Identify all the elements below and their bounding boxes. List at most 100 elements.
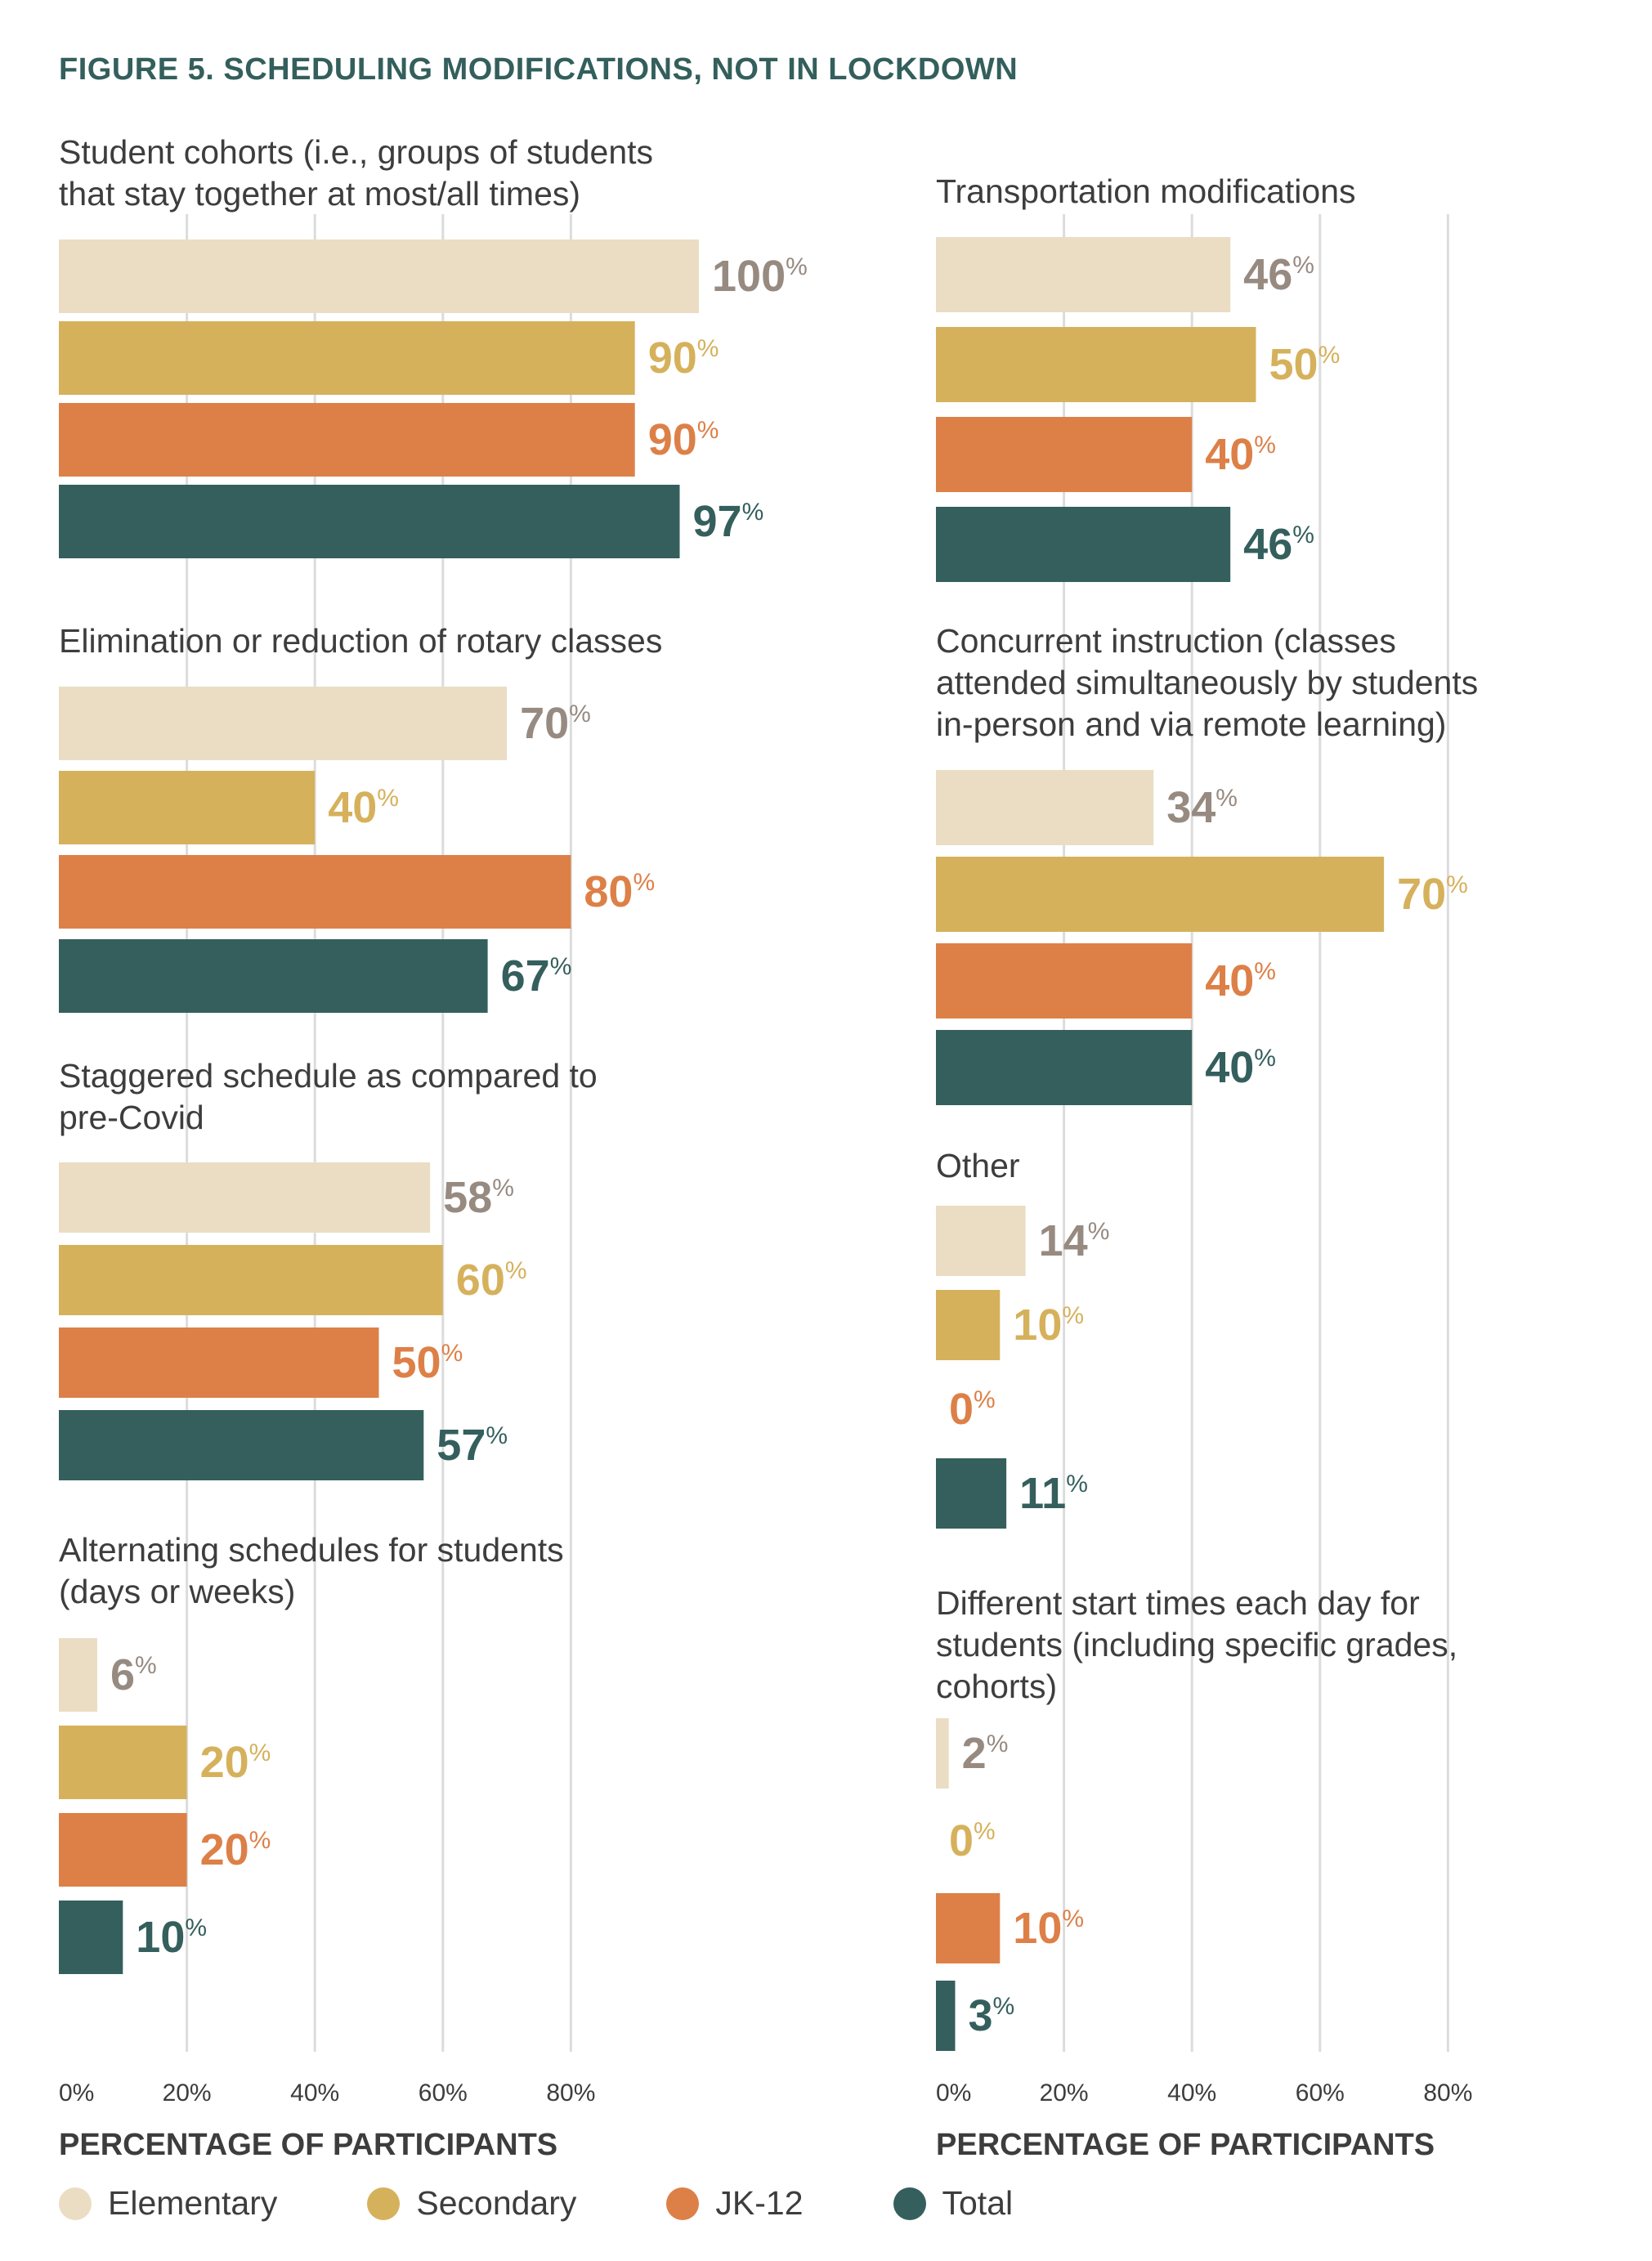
bar-total bbox=[59, 1410, 424, 1480]
data-label: 6% bbox=[110, 1650, 157, 1699]
bar-secondary bbox=[59, 1245, 443, 1315]
bar-secondary bbox=[59, 321, 635, 395]
data-label: 0% bbox=[949, 1385, 996, 1434]
bar-elementary bbox=[936, 1206, 1026, 1276]
category-label: in-person and via remote learning) bbox=[936, 705, 1446, 743]
bar-total bbox=[59, 1901, 123, 1974]
x-axis-title: PERCENTAGE OF PARTICIPANTS bbox=[59, 2128, 557, 2162]
bar-jk12 bbox=[936, 417, 1193, 492]
category-label: that stay together at most/all times) bbox=[59, 175, 580, 213]
bar-total bbox=[59, 939, 488, 1013]
data-label: 60% bbox=[456, 1256, 527, 1305]
bar-elementary bbox=[936, 1718, 949, 1789]
category-label: Other bbox=[936, 1147, 1020, 1184]
legend-label: Secondary bbox=[416, 2184, 577, 2222]
legend-item-total: Total bbox=[893, 2184, 1014, 2223]
bar-elementary bbox=[59, 240, 699, 313]
x-tick-label: 40% bbox=[290, 2080, 339, 2107]
figure-title: FIGURE 5. SCHEDULING MODIFICATIONS, NOT … bbox=[59, 52, 1019, 87]
bar-total bbox=[936, 1458, 1007, 1529]
data-label: 50% bbox=[392, 1338, 463, 1387]
bar-elementary bbox=[59, 1638, 97, 1712]
bar-secondary bbox=[936, 1290, 1001, 1360]
category-label: Alternating schedules for students bbox=[59, 1531, 564, 1569]
category-label: Elimination or reduction of rotary class… bbox=[59, 622, 662, 660]
bar-secondary bbox=[59, 1726, 187, 1799]
data-label: 10% bbox=[1013, 1904, 1084, 1953]
legend-label: Elementary bbox=[108, 2184, 278, 2222]
data-label: 46% bbox=[1243, 250, 1314, 299]
data-label: 100% bbox=[712, 252, 808, 301]
data-label: 2% bbox=[962, 1729, 1009, 1778]
x-axis-title: PERCENTAGE OF PARTICIPANTS bbox=[936, 2128, 1435, 2162]
data-label: 70% bbox=[520, 699, 591, 748]
bar-elementary bbox=[59, 1162, 431, 1233]
x-tick-label: 60% bbox=[1296, 2080, 1345, 2107]
data-label: 40% bbox=[1205, 1043, 1276, 1092]
data-label: 70% bbox=[1397, 870, 1468, 919]
data-label: 11% bbox=[1019, 1469, 1088, 1518]
bar-elementary bbox=[936, 237, 1231, 312]
legend-item-jk12: JK-12 bbox=[666, 2184, 804, 2223]
bar-elementary bbox=[936, 770, 1154, 845]
category-label: (days or weeks) bbox=[59, 1573, 295, 1610]
data-label: 14% bbox=[1039, 1216, 1110, 1265]
legend-label: Total bbox=[942, 2184, 1014, 2222]
data-label: 97% bbox=[693, 497, 764, 546]
data-label: 90% bbox=[648, 415, 719, 464]
bar-total bbox=[936, 1981, 956, 2051]
x-tick-label: 80% bbox=[1423, 2080, 1472, 2107]
data-label: 0% bbox=[949, 1816, 996, 1865]
bar-jk12 bbox=[936, 1893, 1001, 1963]
data-label: 58% bbox=[443, 1173, 514, 1222]
data-label: 20% bbox=[200, 1738, 271, 1787]
data-label: 57% bbox=[437, 1421, 508, 1470]
data-label: 46% bbox=[1243, 520, 1314, 569]
bar-total bbox=[936, 1030, 1193, 1105]
data-label: 67% bbox=[501, 951, 572, 1001]
data-label: 34% bbox=[1166, 783, 1238, 832]
category-label: cohorts) bbox=[936, 1668, 1057, 1705]
category-label: attended simultaneously by students bbox=[936, 664, 1478, 701]
legend-label: JK-12 bbox=[715, 2184, 804, 2222]
data-label: 20% bbox=[200, 1825, 271, 1874]
x-tick-label: 20% bbox=[163, 2080, 212, 2107]
bar-secondary bbox=[936, 327, 1256, 402]
category-label: Transportation modifications bbox=[936, 172, 1356, 210]
data-label: 3% bbox=[968, 1991, 1014, 2040]
category-label: pre-Covid bbox=[59, 1099, 204, 1136]
x-tick-label: 0% bbox=[59, 2080, 94, 2107]
data-label: 50% bbox=[1269, 340, 1341, 389]
bar-jk12 bbox=[59, 1327, 379, 1398]
legend-swatch-elementary bbox=[59, 2187, 92, 2220]
x-tick-label: 40% bbox=[1167, 2080, 1216, 2107]
data-label: 10% bbox=[1013, 1301, 1084, 1350]
bar-elementary bbox=[59, 687, 508, 760]
category-label: Concurrent instruction (classes bbox=[936, 622, 1396, 660]
bar-jk12 bbox=[936, 943, 1193, 1019]
x-tick-label: 60% bbox=[419, 2080, 468, 2107]
bar-secondary bbox=[59, 771, 316, 844]
category-label: Staggered schedule as compared to bbox=[59, 1057, 598, 1095]
bar-jk12 bbox=[59, 403, 635, 477]
category-label: Different start times each day for bbox=[936, 1584, 1420, 1622]
legend: Elementary Secondary JK-12 Total bbox=[59, 2184, 1103, 2223]
bar-secondary bbox=[936, 857, 1385, 932]
legend-item-secondary: Secondary bbox=[367, 2184, 576, 2223]
data-label: 40% bbox=[328, 783, 399, 832]
category-label: Student cohorts (i.e., groups of student… bbox=[59, 133, 653, 171]
category-label: students (including specific grades, bbox=[936, 1626, 1457, 1663]
x-tick-label: 0% bbox=[936, 2080, 971, 2107]
bar-jk12 bbox=[59, 855, 571, 929]
bar-jk12 bbox=[59, 1813, 187, 1887]
legend-item-elementary: Elementary bbox=[59, 2184, 277, 2223]
legend-swatch-secondary bbox=[367, 2187, 401, 2220]
data-label: 40% bbox=[1205, 956, 1276, 1005]
data-label: 40% bbox=[1205, 430, 1276, 479]
data-label: 80% bbox=[584, 867, 655, 916]
bar-total bbox=[59, 485, 680, 558]
x-tick-label: 20% bbox=[1040, 2080, 1089, 2107]
bar-total bbox=[936, 507, 1231, 582]
legend-swatch-total bbox=[893, 2187, 926, 2220]
